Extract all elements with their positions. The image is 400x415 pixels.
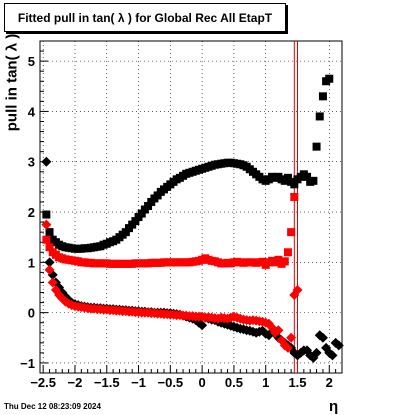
data-point-square [290, 180, 299, 189]
x-tick-label: 2 [326, 375, 333, 390]
data-point-diamond [333, 340, 344, 351]
data-point-square [42, 235, 51, 244]
data-point-square [318, 92, 327, 101]
x-tick-label: −2 [68, 375, 83, 390]
data-point-square [315, 112, 324, 121]
data-point-diamond [197, 320, 208, 331]
plot-frame [39, 40, 343, 374]
y-tick-label: 0 [28, 306, 35, 321]
chart-title-box: Fitted pull in tan( λ ) for Global Rec A… [4, 3, 286, 32]
y-axis-label: pull in tan( λ ) [3, 33, 21, 132]
data-point-square [42, 210, 51, 219]
x-axis-label: η [329, 398, 339, 415]
data-point-square [274, 255, 283, 264]
date-stamp: Thu Dec 12 08:23:09 2024 [4, 402, 101, 411]
x-tick-label: −2.5 [30, 375, 56, 390]
y-tick-label: 1 [28, 255, 35, 270]
data-point-square [137, 209, 146, 218]
data-point-square [131, 217, 140, 226]
data-point-square [283, 173, 292, 182]
data-point-diamond [41, 219, 52, 230]
y-tick-label: 2 [28, 205, 35, 220]
data-point-diamond [282, 342, 293, 353]
data-point-square [287, 228, 296, 237]
data-point-diamond [311, 347, 322, 358]
data-point-diamond [292, 285, 303, 295]
x-tick-label: 0 [199, 375, 206, 390]
data-point-diamond [327, 350, 338, 361]
data-point-square [121, 228, 130, 237]
x-tick-label: −1.5 [94, 375, 120, 390]
data-point-square [309, 176, 318, 185]
y-tick-label: 4 [28, 104, 36, 119]
x-tick-label: 0.5 [225, 375, 243, 390]
data-point-diamond [47, 277, 58, 288]
data-point-square [290, 192, 299, 201]
chart-title: Fitted pull in tan( λ ) for Global Rec A… [17, 10, 273, 25]
y-tick-label: 5 [28, 54, 35, 69]
data-point-diamond [286, 332, 297, 343]
data-point-diamond [41, 156, 52, 167]
data-point-square [280, 257, 289, 266]
data-point-square [144, 201, 153, 210]
data-point-diamond [44, 257, 55, 268]
y-tick-label: 3 [28, 155, 35, 170]
data-point-square [45, 228, 54, 237]
x-tick-label: 1.5 [288, 375, 306, 390]
data-point-diamond [273, 325, 284, 336]
data-point-square [45, 243, 54, 252]
x-tick-label: −1 [131, 375, 146, 390]
data-point-square [325, 74, 334, 83]
x-tick-label: −0.5 [158, 375, 184, 390]
data-point-diamond [44, 264, 55, 275]
data-point-square [303, 172, 312, 181]
x-tick-label: 1 [262, 375, 269, 390]
data-point-square [312, 142, 321, 151]
data-point-diamond [317, 332, 328, 343]
data-point-square [283, 248, 292, 257]
y-tick-label: −1 [20, 356, 35, 371]
